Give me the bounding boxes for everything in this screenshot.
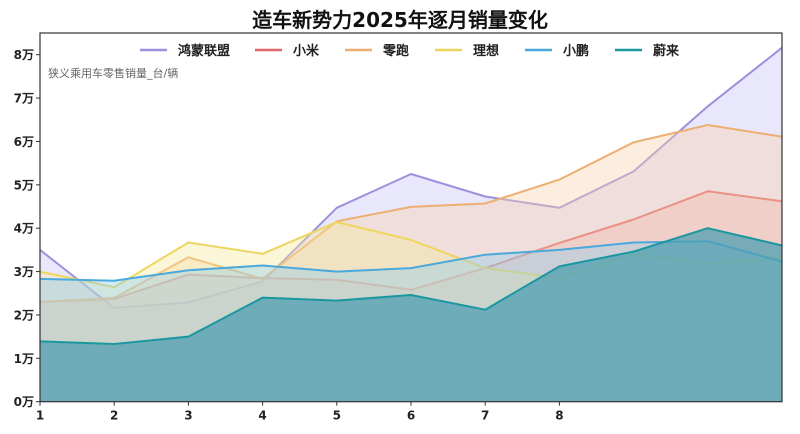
legend-label: 零跑 — [382, 43, 409, 59]
x-tick-label: 5 — [333, 409, 341, 423]
y-tick-label: 5万 — [14, 178, 34, 192]
x-tick-label: 6 — [407, 409, 415, 423]
y-tick-label: 7万 — [14, 92, 34, 106]
y-tick-label: 1万 — [14, 352, 34, 366]
x-tick-label: 1 — [36, 409, 44, 423]
x-tick-label: 4 — [258, 409, 266, 423]
y-tick-label: 3万 — [14, 265, 34, 279]
y-tick-label: 6万 — [14, 135, 34, 149]
legend-label: 鸿蒙联盟 — [178, 43, 230, 59]
legend-label: 小米 — [293, 43, 320, 59]
series-6 — [39, 227, 783, 402]
y-tick-label: 8万 — [14, 48, 34, 62]
legend: 鸿蒙联盟 小米 零跑 理想 小鹏 蔚来 — [140, 43, 680, 59]
chart-title: 造车新势力2025年逐月销量变化 — [252, 8, 548, 32]
series-area — [40, 228, 782, 402]
x-tick-label: 8 — [555, 409, 563, 423]
legend-label: 小鹏 — [563, 43, 589, 59]
annotation: 狭义乘用车零售销量_台/辆 — [48, 66, 178, 80]
x-tick-label: 2 — [110, 409, 118, 423]
x-tick-label: 7 — [481, 409, 489, 423]
legend-label: 理想 — [473, 43, 499, 59]
y-tick-label: 2万 — [14, 308, 34, 322]
y-tick-label: 4万 — [14, 222, 34, 236]
legend-label: 蔚来 — [653, 43, 680, 59]
x-tick-label: 3 — [184, 409, 192, 423]
y-tick-label: 0万 — [14, 395, 34, 409]
